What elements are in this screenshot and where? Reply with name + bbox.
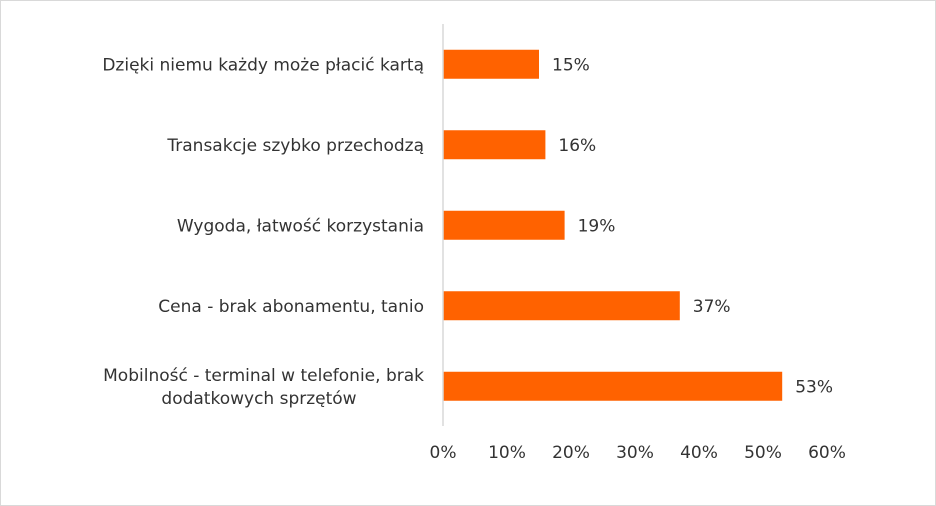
- x-tick-label: 40%: [680, 443, 718, 463]
- bars-group: [443, 49, 783, 401]
- x-tick-label: 30%: [616, 443, 654, 463]
- category-label: Wygoda, łatwość korzystania: [177, 216, 424, 236]
- category-label: Mobilność - terminal w telefonie, brak: [103, 366, 424, 386]
- category-labels-group: Dzięki niemu każdy może płacić kartą Tran…: [102, 55, 424, 409]
- bar: [443, 291, 680, 321]
- category-label: Cena - brak abonamentu, tanio: [158, 297, 424, 317]
- data-label: 37%: [693, 297, 731, 317]
- data-label: 15%: [552, 55, 590, 75]
- x-tick-label: 60%: [808, 443, 846, 463]
- data-label: 53%: [795, 377, 833, 397]
- x-tick-label: 0%: [430, 443, 457, 463]
- data-label: 19%: [578, 216, 616, 236]
- bar: [443, 371, 783, 401]
- data-label: 16%: [558, 136, 596, 156]
- x-tick-label: 10%: [488, 443, 526, 463]
- category-label: Transakcje szybko przechodzą: [166, 136, 424, 156]
- bar: [443, 49, 539, 79]
- x-tick-label: 50%: [744, 443, 782, 463]
- category-label: Dzięki niemu każdy może płacić kartą: [102, 55, 424, 75]
- value-labels-group: 15% 16% 19% 37% 53%: [552, 55, 833, 397]
- category-label: dodatkowych sprzętów: [161, 389, 356, 409]
- bar: [443, 210, 565, 240]
- x-tick-label: 20%: [552, 443, 590, 463]
- bar: [443, 130, 546, 160]
- x-tick-labels-group: 0% 10% 20% 30% 40% 50% 60%: [430, 443, 846, 463]
